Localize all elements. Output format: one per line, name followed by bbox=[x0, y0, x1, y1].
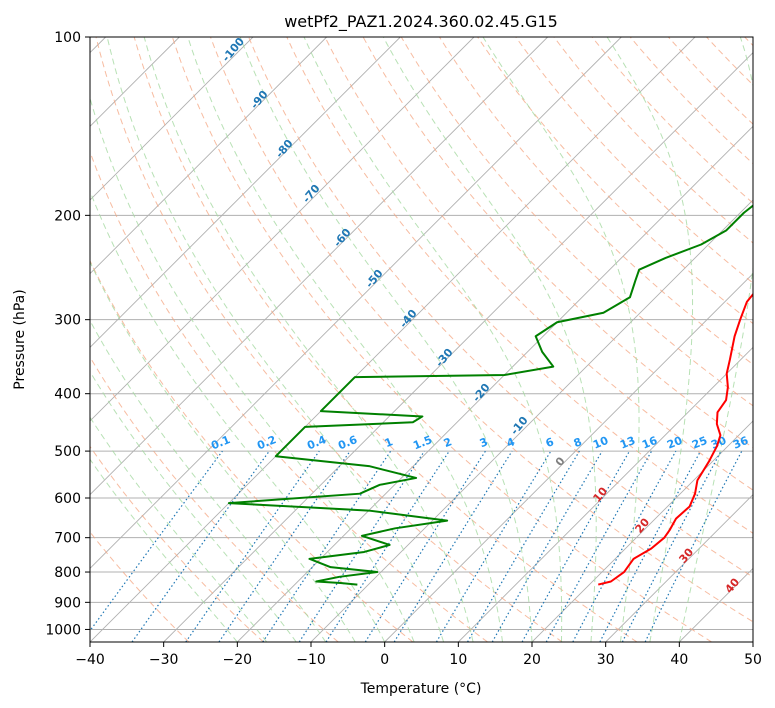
x-tick-label: 40 bbox=[670, 652, 688, 668]
x-axis: −40 −30 −20 −10 0 10 20 30 40 50 bbox=[75, 642, 762, 668]
y-tick-label: 900 bbox=[54, 595, 81, 611]
x-tick-label: 0 bbox=[380, 652, 389, 668]
dry-adiabat-line bbox=[210, 37, 753, 623]
background-line-label: 3 bbox=[478, 435, 490, 450]
moist-adiabat-line bbox=[303, 37, 563, 642]
y-tick-label: 400 bbox=[54, 387, 81, 403]
y-tick-label: 300 bbox=[54, 313, 81, 329]
y-axis-label: Pressure (hPa) bbox=[12, 289, 28, 389]
temperature-profile-line bbox=[598, 292, 753, 586]
y-tick-label: 100 bbox=[54, 30, 81, 46]
isotherm-line bbox=[90, 37, 622, 569]
x-axis-label: Temperature (°C) bbox=[360, 681, 482, 697]
mixing-ratio-line bbox=[521, 450, 631, 642]
isotherm-line bbox=[531, 420, 753, 642]
background-line-label: 16 bbox=[640, 434, 659, 452]
dewpoint-profile-line bbox=[227, 204, 753, 586]
y-tick-label: 1000 bbox=[45, 622, 81, 638]
background-line-label: 25 bbox=[690, 434, 709, 452]
background-line-label: 36 bbox=[731, 434, 750, 452]
moist-adiabat-line bbox=[90, 370, 297, 642]
moist-adiabat-line bbox=[90, 96, 415, 642]
skewed-isotherms bbox=[90, 37, 753, 642]
dry-adiabat-line bbox=[515, 37, 753, 284]
moist-adiabat-line bbox=[143, 37, 474, 642]
y-tick-label: 200 bbox=[54, 208, 81, 224]
x-tick-label: 50 bbox=[744, 652, 762, 668]
x-tick-label: −10 bbox=[296, 652, 326, 668]
dry-adiabat-line bbox=[133, 37, 638, 642]
y-tick-label: 600 bbox=[54, 491, 81, 507]
dry-adiabat-line bbox=[90, 356, 339, 642]
x-tick-label: −30 bbox=[149, 652, 179, 668]
dry-adiabats bbox=[90, 37, 753, 642]
dry-adiabat-line bbox=[95, 37, 563, 642]
moist-adiabat-line bbox=[106, 37, 445, 642]
moist-adiabat-line bbox=[90, 189, 386, 642]
mixing-ratio-line bbox=[325, 450, 450, 642]
background-line-label: 13 bbox=[618, 434, 637, 452]
dry-adiabat-line bbox=[286, 37, 753, 534]
dry-adiabat-line bbox=[248, 37, 753, 578]
background-line-label: 20 bbox=[665, 434, 684, 452]
chart-title: wetPf2_PAZ1.2024.360.02.45.G15 bbox=[284, 12, 558, 32]
background-line-label: 8 bbox=[572, 435, 584, 450]
isotherm-line bbox=[90, 37, 327, 275]
isotherm-line bbox=[605, 494, 753, 642]
plot-frame bbox=[89, 36, 754, 643]
x-tick-label: 30 bbox=[597, 652, 615, 668]
dry-adiabat-line bbox=[90, 259, 414, 642]
isotherm-line bbox=[237, 125, 753, 642]
mixing-ratio-line bbox=[262, 450, 392, 642]
moist-adiabat-line bbox=[678, 37, 753, 642]
mixing-ratio-line bbox=[185, 450, 320, 642]
moist-adiabat-line bbox=[90, 458, 238, 642]
y-tick-label: 500 bbox=[54, 444, 81, 460]
moist-adiabat-line bbox=[187, 37, 504, 642]
x-tick-label: −20 bbox=[223, 652, 253, 668]
y-tick-label: 700 bbox=[54, 531, 81, 547]
horizontal-gridlines bbox=[90, 37, 753, 630]
isotherm-line bbox=[163, 52, 753, 642]
isotherm-line bbox=[384, 273, 753, 642]
mixing-ratio-line bbox=[90, 450, 223, 632]
moist-adiabat-line bbox=[239, 37, 533, 642]
moist-adiabat-line bbox=[90, 260, 356, 642]
moist-adiabat-line bbox=[90, 319, 327, 642]
mixing-ratio-line bbox=[393, 450, 513, 642]
isotherm-line bbox=[90, 37, 254, 201]
mixing-ratio-line bbox=[298, 450, 425, 642]
mixing-ratio-line bbox=[572, 450, 677, 642]
moist-adiabat-line bbox=[482, 37, 640, 642]
moist-adiabat-line bbox=[382, 37, 597, 642]
dry-adiabat-line bbox=[171, 37, 712, 642]
y-axis: 1000 900 800 700 600 500 400 300 200 100 bbox=[45, 30, 90, 638]
dry-adiabat-line bbox=[90, 445, 264, 642]
moist-adiabats bbox=[90, 37, 753, 642]
mixing-ratio-line bbox=[131, 450, 270, 642]
x-tick-label: 10 bbox=[449, 652, 467, 668]
background-line-label: 2 bbox=[442, 435, 454, 450]
isotherm-line bbox=[90, 37, 475, 422]
mixing-ratio-lines bbox=[90, 450, 743, 642]
background-line-label: 10 bbox=[591, 434, 610, 452]
moist-adiabat-line bbox=[606, 37, 694, 642]
x-tick-label: 20 bbox=[523, 652, 541, 668]
plot-area: -100-90-80-70-60-50-40-30-20-10010203040… bbox=[90, 37, 753, 642]
mixing-ratio-line bbox=[644, 450, 743, 642]
isotherm-line bbox=[90, 37, 696, 642]
isotherm-line bbox=[458, 346, 753, 642]
background-line-label: 1 bbox=[383, 435, 395, 450]
moist-adiabat-line bbox=[90, 416, 268, 642]
dry-adiabat-line bbox=[324, 37, 753, 491]
isotherm-line bbox=[90, 37, 401, 348]
y-tick-label: 800 bbox=[54, 565, 81, 581]
mixing-ratio-line bbox=[545, 450, 653, 642]
x-tick-label: −40 bbox=[75, 652, 105, 668]
sounding-series bbox=[227, 204, 753, 586]
isotherm-line bbox=[90, 37, 548, 496]
mixing-ratio-line bbox=[218, 450, 351, 642]
